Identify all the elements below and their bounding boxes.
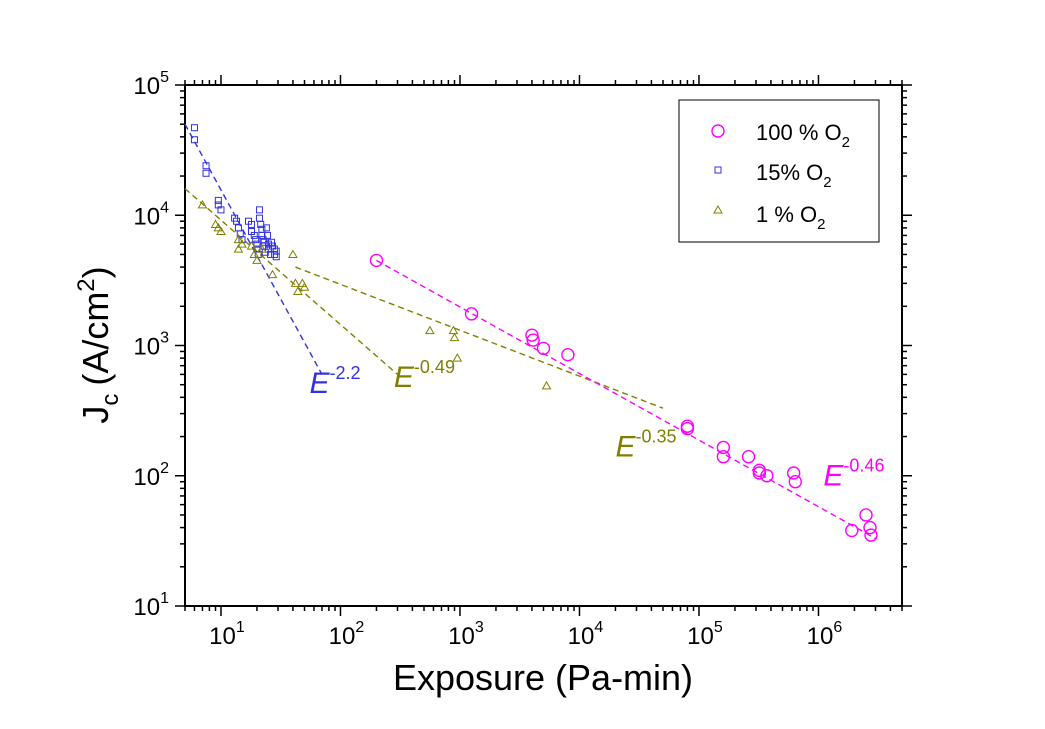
- legend-label-1: 1 % O2: [756, 202, 825, 233]
- point-series-1: [270, 245, 278, 253]
- x-tick-label: 101: [209, 619, 245, 650]
- point-series-2: [267, 269, 278, 279]
- point-series-0: [788, 475, 803, 489]
- x-tick-label: 102: [329, 619, 365, 650]
- point-series-2: [452, 353, 463, 362]
- point-series-0: [760, 469, 774, 483]
- point-series-0: [845, 523, 859, 538]
- data-points: [190, 124, 878, 542]
- y-tick-label: 103: [133, 330, 169, 361]
- point-series-0: [859, 508, 873, 522]
- x-tick-label: 103: [448, 619, 484, 650]
- fit-1-steep-line: [184, 188, 398, 375]
- point-series-2: [288, 249, 298, 258]
- fit-1-shallow-label: E-0.35: [615, 427, 676, 464]
- point-series-0: [864, 528, 878, 542]
- point-series-2: [197, 199, 208, 209]
- x-axis-title: Exposure (Pa-min): [393, 657, 693, 698]
- x-tick-label: 105: [687, 619, 723, 650]
- point-series-2: [252, 255, 262, 264]
- point-series-2: [293, 286, 303, 295]
- y-axis-title-sub: c: [97, 394, 124, 406]
- legend-marker-1: [713, 204, 723, 214]
- point-series-0: [526, 333, 540, 347]
- y-axis-title-units: (A/cm: [75, 292, 116, 386]
- y-tick-label: 101: [133, 590, 169, 621]
- point-series-0: [716, 450, 731, 464]
- fit-15-label: E-2.2: [309, 363, 360, 400]
- point-series-2: [290, 278, 301, 287]
- y-axis-title-main: J: [75, 406, 116, 424]
- point-series-0: [786, 466, 801, 480]
- point-series-1: [190, 124, 198, 132]
- point-series-1: [263, 231, 271, 239]
- point-series-1: [214, 196, 222, 204]
- point-series-1: [260, 238, 268, 246]
- y-axis-title-units-sup: 2: [73, 278, 100, 291]
- legend-label-15: 15% O2: [756, 160, 832, 191]
- legend-label-100: 100 % O2: [756, 120, 850, 151]
- point-series-2: [299, 282, 310, 291]
- point-series-2: [448, 325, 459, 335]
- axis-tick-labels: 101 102 103 104 105 106 101 102 103 104 105: [133, 69, 842, 650]
- point-series-2: [216, 226, 226, 236]
- point-series-0: [752, 466, 767, 480]
- point-series-0: [741, 450, 756, 464]
- point-series-1: [272, 253, 280, 261]
- point-series-0: [369, 253, 384, 268]
- point-series-0: [536, 341, 551, 356]
- point-series-1: [255, 206, 263, 214]
- x-tick-label: 106: [807, 619, 843, 650]
- point-series-0: [525, 328, 539, 342]
- point-series-2: [249, 249, 260, 258]
- point-series-0: [863, 520, 877, 535]
- point-series-1: [217, 206, 225, 214]
- point-series-2: [233, 234, 244, 244]
- point-series-2: [257, 244, 267, 253]
- point-series-2: [233, 244, 244, 253]
- point-series-1: [247, 220, 255, 228]
- point-series-1: [268, 238, 276, 246]
- point-series-1: [233, 217, 241, 225]
- fit-labels: E-2.2 E-0.49 E-0.35 E-0.46: [309, 357, 884, 493]
- fit-1-steep-label: E-0.49: [394, 357, 455, 394]
- y-tick-label: 105: [133, 69, 169, 100]
- point-series-2: [210, 219, 221, 228]
- point-series-2: [541, 380, 552, 390]
- y-tick-label: 104: [133, 199, 169, 230]
- legend-box: [678, 99, 880, 243]
- fit-100-line: [376, 259, 876, 540]
- point-series-0: [680, 421, 695, 436]
- point-series-2: [425, 325, 435, 335]
- point-series-1: [202, 169, 210, 177]
- point-series-2: [449, 332, 460, 342]
- point-series-2: [213, 222, 224, 232]
- point-series-1: [272, 247, 280, 255]
- point-series-1: [250, 231, 258, 239]
- point-series-1: [262, 224, 270, 232]
- y-axis-title-units-close: ): [75, 266, 116, 278]
- point-series-1: [255, 214, 263, 222]
- legend-marker-15: [714, 166, 722, 174]
- y-axis-title: Jc (A/cm2): [73, 266, 124, 423]
- point-series-2: [237, 239, 247, 248]
- y-tick-label: 102: [133, 460, 169, 491]
- fit-1-shallow-line: [295, 266, 664, 409]
- point-series-2: [246, 241, 257, 250]
- fit-100-label: E-0.46: [823, 456, 884, 493]
- point-series-1: [190, 136, 198, 144]
- legend: 100 % O2 15% O2 1 % O2: [678, 99, 880, 243]
- point-series-0: [464, 307, 479, 321]
- point-series-0: [561, 347, 575, 362]
- point-series-0: [716, 440, 731, 455]
- axis-ticks: [175, 75, 912, 616]
- point-series-1: [202, 162, 210, 170]
- x-tick-label: 104: [568, 619, 604, 650]
- point-series-1: [252, 236, 260, 244]
- legend-marker-100: [711, 124, 725, 138]
- point-series-1: [253, 240, 261, 248]
